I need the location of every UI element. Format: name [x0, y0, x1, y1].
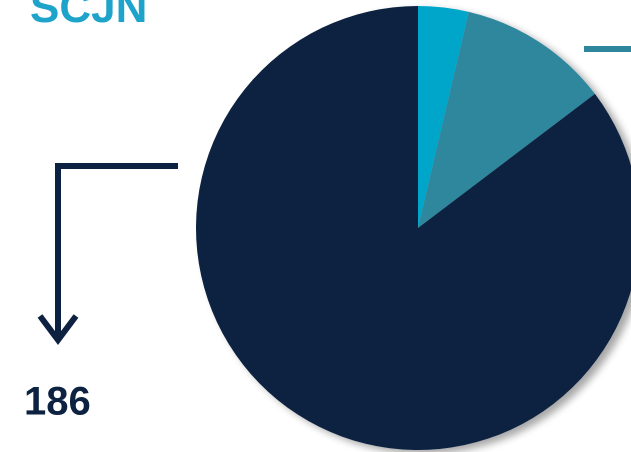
pie-slice — [418, 11, 595, 228]
pie-slice — [418, 6, 469, 228]
data-label: 186 — [24, 380, 91, 424]
leader-arrow — [55, 163, 178, 338]
chart-title: SCJN — [30, 0, 147, 32]
arrow-head — [37, 314, 79, 345]
pie — [196, 6, 631, 450]
pie-slice — [196, 6, 631, 450]
